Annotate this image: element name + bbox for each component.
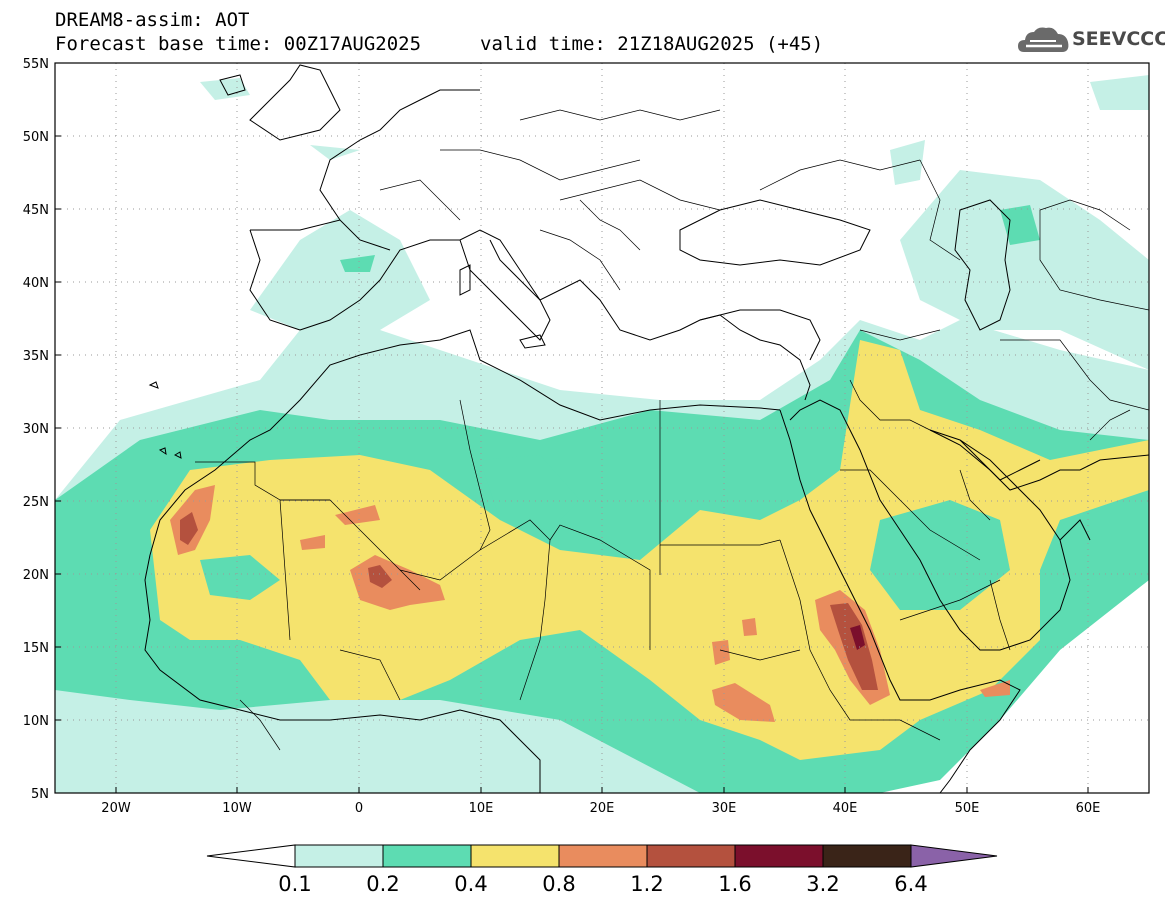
lon-label: 60E [1076, 801, 1101, 816]
latitude-labels: 55N 50N 45N 40N 35N 30N 25N 20N 15N 10N … [23, 57, 49, 802]
colorbar-swatch [294, 844, 384, 868]
lon-label: 30E [712, 801, 737, 816]
lon-label: 50E [955, 801, 980, 816]
colorbar-swatch [470, 844, 560, 868]
lat-label: 40N [23, 276, 49, 291]
lat-label: 15N [23, 641, 49, 656]
axis-ticks [55, 62, 1089, 793]
lat-label: 35N [23, 349, 49, 364]
colorbar-swatch [646, 844, 736, 868]
lat-label: 50N [23, 130, 49, 145]
colorbar-label: 1.6 [718, 872, 751, 896]
map-title: DREAM8-assim: AOT [55, 9, 250, 31]
lat-label: 10N [23, 714, 49, 729]
lon-label: 10E [469, 801, 494, 816]
colorbar-label: 6.4 [894, 872, 927, 896]
logo-text: SEEVCCC [1072, 28, 1165, 50]
lon-label: 0 [355, 801, 363, 816]
lon-label: 20W [101, 801, 131, 816]
colorbar-label: 0.8 [542, 872, 575, 896]
aot-field [55, 75, 1149, 793]
colorbar-swatch [822, 844, 912, 868]
cloud-icon [1018, 27, 1069, 52]
colorbar-swatch [382, 844, 472, 868]
colorbar-min-arrow [206, 844, 296, 868]
colorbar-label: 0.1 [278, 872, 311, 896]
lat-label: 25N [23, 495, 49, 510]
valid-time: valid time: 21Z18AUG2025 (+45) [480, 33, 824, 55]
country-borders [195, 109, 1149, 751]
lat-label: 55N [23, 57, 49, 72]
lat-label: 5N [31, 787, 49, 802]
forecast-base-time: Forecast base time: 00Z17AUG2025 [55, 33, 422, 55]
lon-label: 20E [590, 801, 615, 816]
colorbar-label: 0.4 [454, 872, 487, 896]
colorbar-swatch [734, 844, 824, 868]
longitude-labels: 20W 10W 0 10E 20E 30E 40E 50E 60E [101, 801, 1100, 816]
lon-label: 40E [833, 801, 858, 816]
colorbar-label: 1.2 [630, 872, 663, 896]
colorbar-label: 0.2 [366, 872, 399, 896]
lon-label: 10W [222, 801, 252, 816]
graticule [55, 63, 1149, 793]
lat-label: 20N [23, 568, 49, 583]
coastlines [144, 64, 1149, 793]
seevccc-logo: SEEVCCC [1016, 22, 1165, 58]
colorbar-label: 3.2 [806, 872, 839, 896]
colorbar-swatch [558, 844, 648, 868]
lat-label: 45N [23, 203, 49, 218]
colorbar: 0.1 0.2 0.4 0.8 1.2 1.6 3.2 6.4 [206, 844, 998, 896]
lat-label: 30N [23, 422, 49, 437]
colorbar-max-arrow [910, 844, 998, 868]
